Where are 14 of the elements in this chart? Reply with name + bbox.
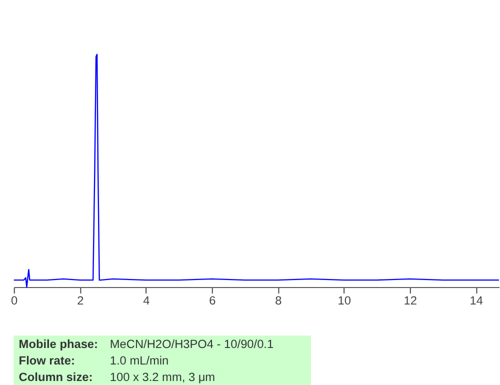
text: 1.0 mL/min [110, 353, 169, 368]
text: Mobile phase: [18, 336, 98, 351]
text: Flow rate: [18, 353, 75, 368]
text: Column size: [18, 370, 93, 384]
x-tick-label: 4 [143, 293, 150, 308]
text: 100 x 3.2 mm, 3 μm [110, 370, 216, 384]
x-tick-label: 8 [275, 293, 282, 308]
x-tick-label: 6 [209, 293, 216, 308]
x-tick-label: 14 [470, 293, 484, 308]
x-tick-label: 10 [338, 293, 352, 308]
x-tick-label: 0 [11, 293, 18, 308]
x-tick-label: 12 [404, 293, 418, 308]
text: MeCN/H2O/H3PO4 - 10/90/0.1 [110, 336, 274, 351]
x-tick-label: 2 [77, 293, 84, 308]
